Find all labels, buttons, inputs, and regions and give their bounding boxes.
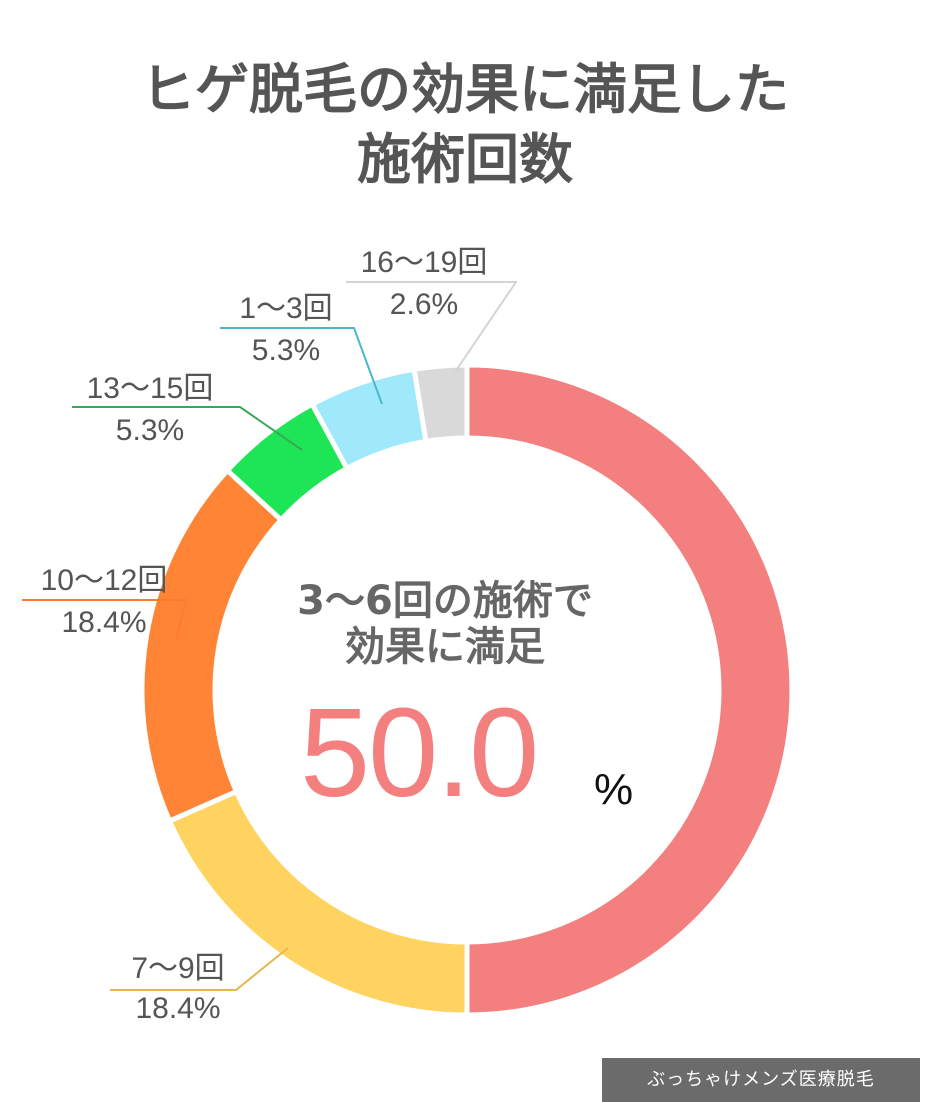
slice-category-label: 10〜12回: [41, 564, 168, 597]
slice-label-6: 16〜19回 2.6%: [346, 246, 518, 373]
leader-line-6: [346, 281, 518, 373]
center-percentage-value: 50.0: [300, 682, 539, 823]
center-caption-line1: 3〜6回の施術で: [297, 578, 593, 624]
slice-1: [464, 362, 795, 1018]
chart-title-line1: ヒゲ脱毛の効果に満足した: [141, 58, 789, 121]
slice-label-5: 1〜3回 5.3%: [220, 292, 383, 405]
source-credit: ぶっちゃけメンズ医療脱毛: [602, 1058, 920, 1102]
slice-6: [411, 362, 470, 445]
center-percentage-unit: %: [594, 765, 634, 814]
slice-percent-label: 2.6%: [390, 288, 458, 321]
leader-line-4: [72, 406, 303, 451]
slice-percent-label: 5.3%: [252, 334, 320, 367]
slice-category-label: 13〜15回: [87, 372, 214, 405]
slice-category-label: 1〜3回: [239, 292, 332, 325]
slice-label-4: 13〜15回 5.3%: [72, 372, 303, 451]
leader-line-5: [220, 327, 383, 405]
slice-category-label: 7〜9回: [131, 952, 224, 985]
slice-label-3: 10〜12回 18.4%: [22, 564, 188, 641]
chart-title-line2: 施術回数: [357, 128, 573, 191]
leader-line-3: [22, 599, 188, 641]
slice-percent-label: 18.4%: [61, 606, 146, 639]
slice-label-2: 7〜9回 18.4%: [110, 947, 289, 1025]
center-caption-line2: 効果に満足: [345, 624, 545, 670]
slice-percent-label: 18.4%: [135, 992, 220, 1025]
leader-line-2: [110, 947, 289, 991]
slice-category-label: 16〜19回: [361, 246, 488, 279]
slice-percent-label: 5.3%: [116, 414, 184, 447]
